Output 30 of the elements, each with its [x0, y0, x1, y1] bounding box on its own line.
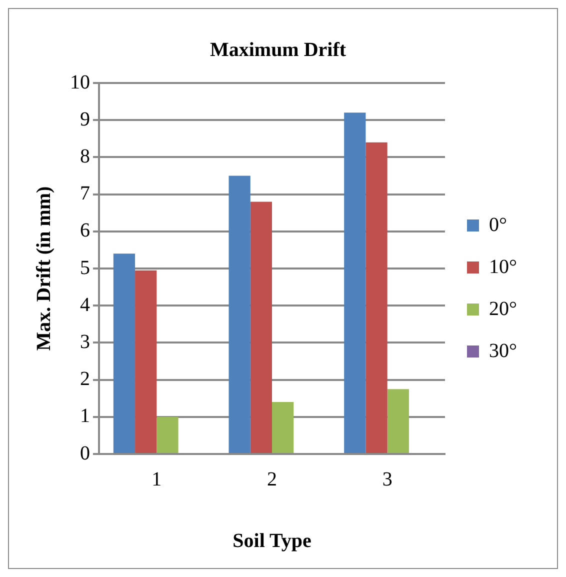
bar	[135, 270, 157, 453]
y-tick-label: 3	[80, 330, 90, 353]
bar	[272, 402, 294, 453]
x-axis-title: Soil Type	[232, 530, 312, 552]
legend-label: 10°	[489, 256, 517, 278]
y-tick-label: 2	[80, 368, 90, 390]
y-tick-label: 10	[70, 71, 90, 94]
y-tick-label: 9	[80, 108, 90, 130]
legend-label: 0°	[489, 214, 507, 236]
x-tick-label: 1	[152, 468, 162, 490]
y-tick-label: 7	[80, 182, 90, 205]
bar	[156, 416, 178, 453]
legend-label: 30°	[489, 340, 517, 362]
bar	[228, 176, 250, 453]
bar	[344, 112, 366, 453]
x-tick-label: 3	[382, 468, 392, 490]
y-tick-label: 0	[80, 442, 90, 464]
y-tick-label: 4	[80, 294, 90, 316]
bar	[250, 202, 272, 453]
y-tick-label: 1	[80, 405, 90, 428]
y-tick-label: 5	[80, 256, 90, 279]
legend-label: 20°	[489, 298, 517, 320]
y-tick-label: 6	[80, 220, 90, 242]
x-tick-label: 2	[267, 468, 277, 490]
bar	[366, 142, 388, 453]
chart-title: Maximum Drift	[210, 39, 346, 62]
bar	[387, 389, 409, 453]
y-axis-title: Max. Drift (in mm)	[33, 186, 56, 351]
y-tick-label: 8	[80, 145, 90, 168]
bar	[113, 254, 136, 453]
